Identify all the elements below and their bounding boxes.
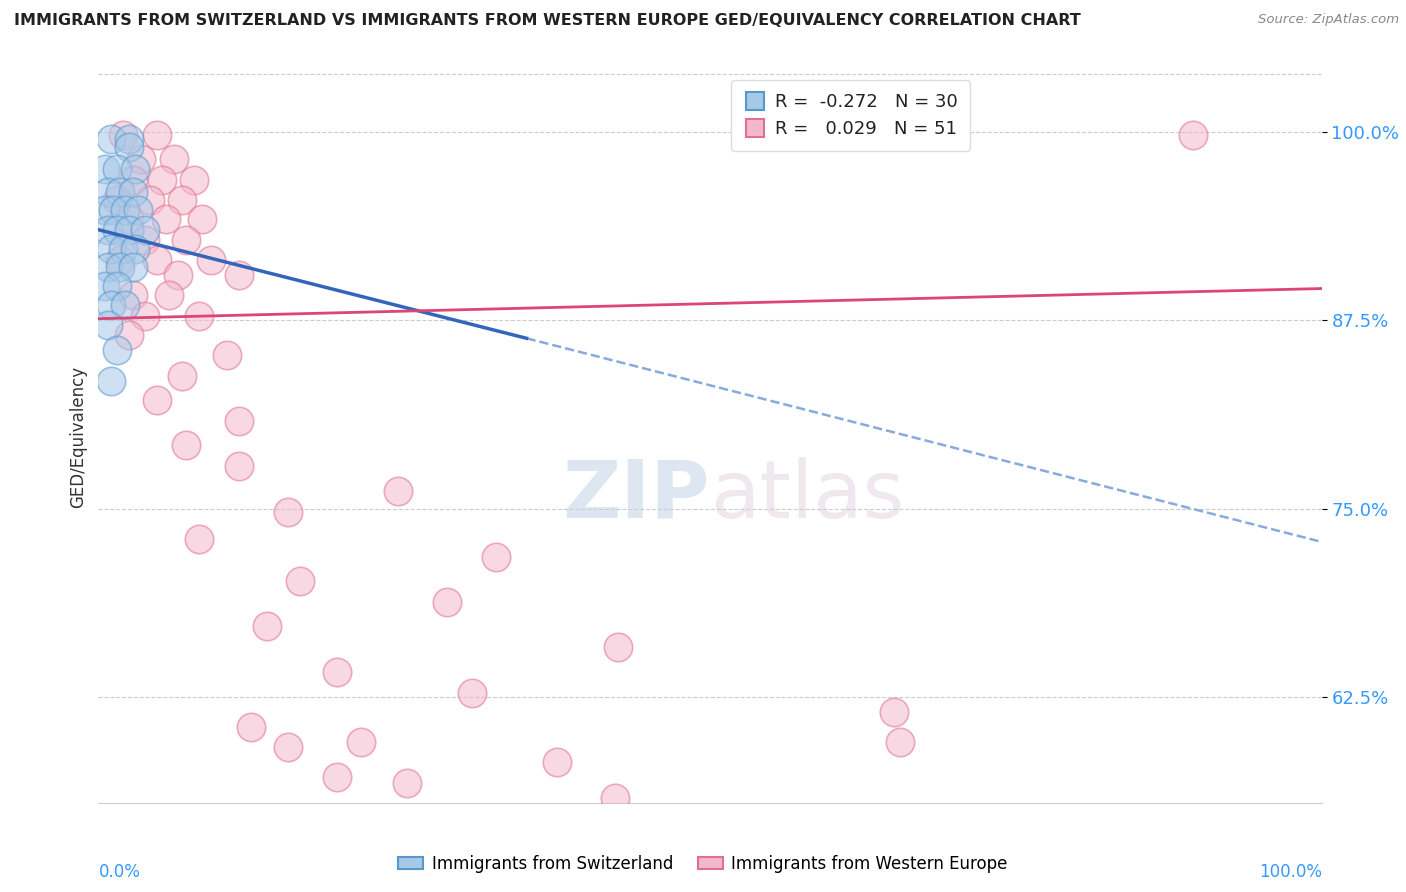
Point: [134, 309, 156, 323]
Point: [883, 706, 905, 720]
Point: [187, 309, 209, 323]
Point: [215, 348, 238, 362]
Point: [134, 223, 156, 237]
Point: [436, 595, 458, 609]
Point: [387, 483, 409, 498]
Point: [170, 369, 193, 384]
Point: [93, 203, 115, 218]
Point: [121, 260, 143, 275]
Text: 100.0%: 100.0%: [1258, 863, 1322, 881]
Text: Source: ZipAtlas.com: Source: ZipAtlas.com: [1258, 13, 1399, 27]
Point: [157, 287, 180, 301]
Point: [118, 212, 141, 227]
Point: [105, 193, 128, 207]
Point: [97, 185, 120, 199]
Point: [1182, 128, 1205, 142]
Point: [100, 132, 122, 146]
Point: [114, 298, 136, 312]
Point: [889, 735, 911, 749]
Point: [124, 243, 146, 257]
Point: [110, 252, 132, 267]
Point: [350, 735, 373, 749]
Y-axis label: GED/Equivalency: GED/Equivalency: [69, 366, 87, 508]
Point: [97, 318, 120, 332]
Point: [139, 193, 162, 207]
Point: [97, 223, 120, 237]
Point: [114, 203, 136, 218]
Point: [105, 162, 128, 177]
Text: IMMIGRANTS FROM SWITZERLAND VS IMMIGRANTS FROM WESTERN EUROPE GED/EQUIVALENCY CO: IMMIGRANTS FROM SWITZERLAND VS IMMIGRANT…: [14, 13, 1081, 29]
Point: [176, 233, 198, 247]
Point: [110, 260, 132, 275]
Point: [256, 619, 278, 633]
Point: [167, 268, 190, 282]
Point: [485, 549, 508, 564]
Point: [118, 223, 141, 237]
Point: [240, 720, 263, 734]
Point: [155, 212, 177, 227]
Point: [200, 252, 222, 267]
Point: [170, 193, 193, 207]
Point: [105, 343, 128, 358]
Point: [146, 252, 169, 267]
Point: [111, 243, 134, 257]
Point: [191, 212, 214, 227]
Point: [277, 739, 299, 754]
Point: [127, 203, 149, 218]
Point: [97, 260, 120, 275]
Point: [603, 791, 626, 805]
Point: [118, 328, 141, 343]
Point: [546, 755, 568, 769]
Point: [163, 152, 186, 166]
Point: [228, 268, 250, 282]
Text: atlas: atlas: [710, 457, 904, 534]
Point: [607, 640, 630, 655]
Point: [176, 438, 198, 452]
Point: [187, 532, 209, 546]
Point: [105, 223, 128, 237]
Text: 0.0%: 0.0%: [98, 863, 141, 881]
Point: [100, 374, 122, 388]
Point: [118, 132, 141, 146]
Text: ZIP: ZIP: [562, 457, 710, 534]
Point: [105, 278, 128, 293]
Point: [326, 665, 349, 679]
Point: [111, 128, 134, 142]
Point: [183, 173, 205, 187]
Point: [101, 203, 124, 218]
Point: [121, 173, 143, 187]
Point: [118, 140, 141, 154]
Point: [121, 287, 143, 301]
Point: [93, 278, 115, 293]
Point: [228, 414, 250, 428]
Point: [395, 776, 418, 790]
Point: [100, 298, 122, 312]
Point: [146, 393, 169, 408]
Point: [121, 185, 143, 199]
Point: [124, 162, 146, 177]
Point: [460, 686, 482, 700]
Point: [100, 243, 122, 257]
Point: [146, 128, 169, 142]
Point: [129, 152, 152, 166]
Point: [134, 233, 156, 247]
Point: [290, 574, 312, 588]
Point: [93, 162, 115, 177]
Point: [228, 459, 250, 474]
Point: [277, 505, 299, 519]
Point: [150, 173, 173, 187]
Point: [326, 770, 349, 784]
Point: [110, 185, 132, 199]
Legend: Immigrants from Switzerland, Immigrants from Western Europe: Immigrants from Switzerland, Immigrants …: [392, 848, 1014, 880]
Legend: R =  -0.272   N = 30, R =   0.029   N = 51: R = -0.272 N = 30, R = 0.029 N = 51: [731, 80, 970, 151]
